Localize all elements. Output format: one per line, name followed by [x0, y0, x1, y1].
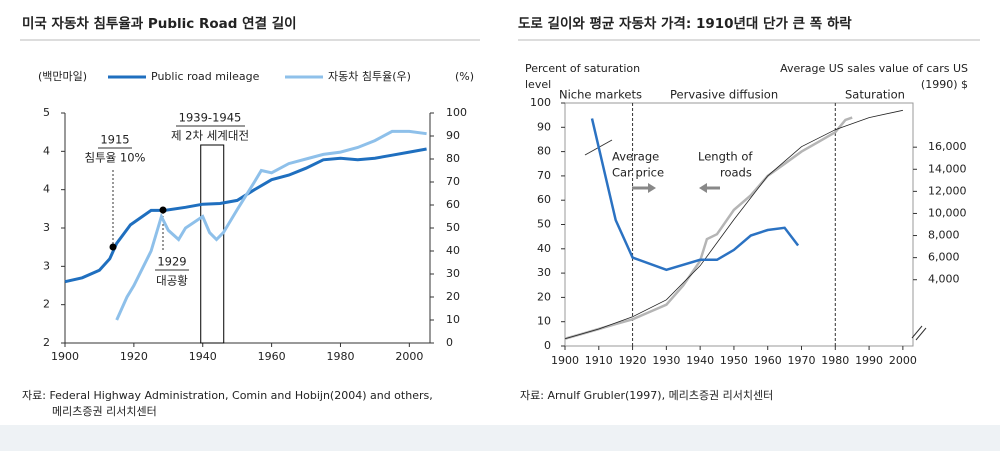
y2-tick-label: 20: [446, 290, 460, 303]
y-tick-label: 60: [537, 193, 551, 206]
x-tick-label: 1920: [619, 354, 647, 367]
chart-title: 도로 길이와 평균 자동차 가격: 1910년대 단가 큰 폭 하락: [518, 15, 852, 32]
legend-label: 자동차 침투율(우): [328, 70, 411, 83]
x-tick-label: 1900: [51, 350, 79, 363]
x-tick-label: 1960: [754, 354, 782, 367]
x-tick-label: 1980: [326, 350, 354, 363]
y2-tick-label: 6,000: [928, 251, 960, 264]
annotation: roads: [720, 166, 752, 180]
legend-label: Public road mileage: [151, 70, 260, 83]
arrow-head: [648, 183, 656, 193]
y-tick-label: 100: [530, 96, 551, 109]
y-tick-label: 0: [544, 339, 551, 352]
y2-tick-label: 70: [446, 175, 460, 188]
y-tick-label: 4: [43, 144, 50, 157]
y-tick-label: 3: [43, 221, 50, 234]
y-tick-label: 10: [537, 315, 551, 328]
y-tick-label: 90: [537, 120, 551, 133]
y-axis-label: (백만마일): [38, 69, 87, 83]
x-tick-label: 1940: [686, 354, 714, 367]
x-tick-label: 1930: [652, 354, 680, 367]
source: 메리츠증권 리서치센터: [52, 405, 157, 418]
annotation: 침투율 10%: [85, 151, 146, 165]
chart-title: 미국 자동차 침투율과 Public Road 연결 길이: [22, 15, 297, 32]
y2-tick-label: 10: [446, 313, 460, 326]
y2-tick-label: 50: [446, 221, 460, 234]
y2-tick-label: 90: [446, 129, 460, 142]
y2-tick-label: 14,000: [928, 162, 967, 175]
x-tick-label: 1970: [788, 354, 816, 367]
annotation: 1915: [100, 133, 129, 147]
y2-axis-label: (%): [455, 70, 474, 83]
x-tick-label: 2000: [395, 350, 423, 363]
annotation: Length of: [698, 150, 753, 164]
y2-tick-label: 16,000: [928, 140, 967, 153]
x-tick-label: 1920: [120, 350, 148, 363]
y-tick-label: 70: [537, 169, 551, 182]
y-tick-label: 50: [537, 218, 551, 231]
y-tick-label: 30: [537, 266, 551, 279]
annotation: Average: [612, 150, 659, 164]
y2-tick-label: 40: [446, 244, 460, 257]
y2-tick-label: 8,000: [928, 229, 960, 242]
war-box: [200, 144, 225, 344]
y2-tick-label: 60: [446, 198, 460, 211]
y-tick-label: 2: [43, 336, 50, 349]
marker-dot: [109, 243, 117, 251]
x-tick-label: 1960: [258, 350, 286, 363]
y2-tick-label: 0: [446, 336, 453, 349]
y-tick-label: 3: [43, 259, 50, 272]
series-line: [590, 118, 800, 272]
source: 자료: Arnulf Grubler(1997), 메리츠증권 리서치센터: [520, 389, 773, 402]
x-tick-label: 1910: [585, 354, 613, 367]
x-tick-label: 1980: [821, 354, 849, 367]
y2-axis-label: Average US sales value of cars US: [780, 62, 968, 75]
y2-axis-label: (1990) $: [921, 78, 968, 91]
source: 자료: Federal Highway Administration, Comi…: [22, 389, 433, 402]
annotation: 1939-1945: [179, 111, 242, 125]
x-tick-label: 1990: [855, 354, 883, 367]
y2-tick-label: 12,000: [928, 184, 967, 197]
y2-tick-label: 4,000: [928, 273, 960, 286]
axis-break: [911, 325, 927, 341]
y-axis-label: Percent of saturation: [525, 62, 640, 75]
x-tick-label: 1900: [551, 354, 579, 367]
y2-tick-label: 30: [446, 267, 460, 280]
region-label: Pervasive diffusion: [670, 88, 778, 102]
series-line: [64, 147, 427, 284]
y2-tick-label: 10,000: [928, 206, 967, 219]
x-tick-label: 2000: [889, 354, 917, 367]
y2-tick-label: 100: [446, 106, 467, 119]
y2-tick-label: 80: [446, 152, 460, 165]
y-tick-label: 4: [43, 183, 50, 196]
annotation: 1929: [157, 255, 186, 269]
y-tick-label: 2: [43, 298, 50, 311]
x-tick-label: 1940: [189, 350, 217, 363]
y-tick-label: 5: [43, 106, 50, 119]
annotation: 제 2차 세계대전: [171, 129, 249, 143]
footer-band: [0, 425, 1000, 451]
series-line: [564, 109, 903, 340]
series-line: [564, 116, 853, 340]
marker-dot: [159, 206, 167, 214]
y-tick-label: 80: [537, 145, 551, 158]
y-axis-label: level: [525, 78, 551, 91]
y-tick-label: 20: [537, 290, 551, 303]
region-label: Saturation: [845, 88, 905, 102]
series-line: [115, 129, 427, 321]
annotation: Car price: [612, 166, 664, 180]
annotation: 대공황: [156, 274, 188, 288]
arrow-head: [699, 183, 707, 193]
x-tick-label: 1950: [720, 354, 748, 367]
region-label: Niche markets: [559, 88, 642, 102]
y-tick-label: 40: [537, 242, 551, 255]
